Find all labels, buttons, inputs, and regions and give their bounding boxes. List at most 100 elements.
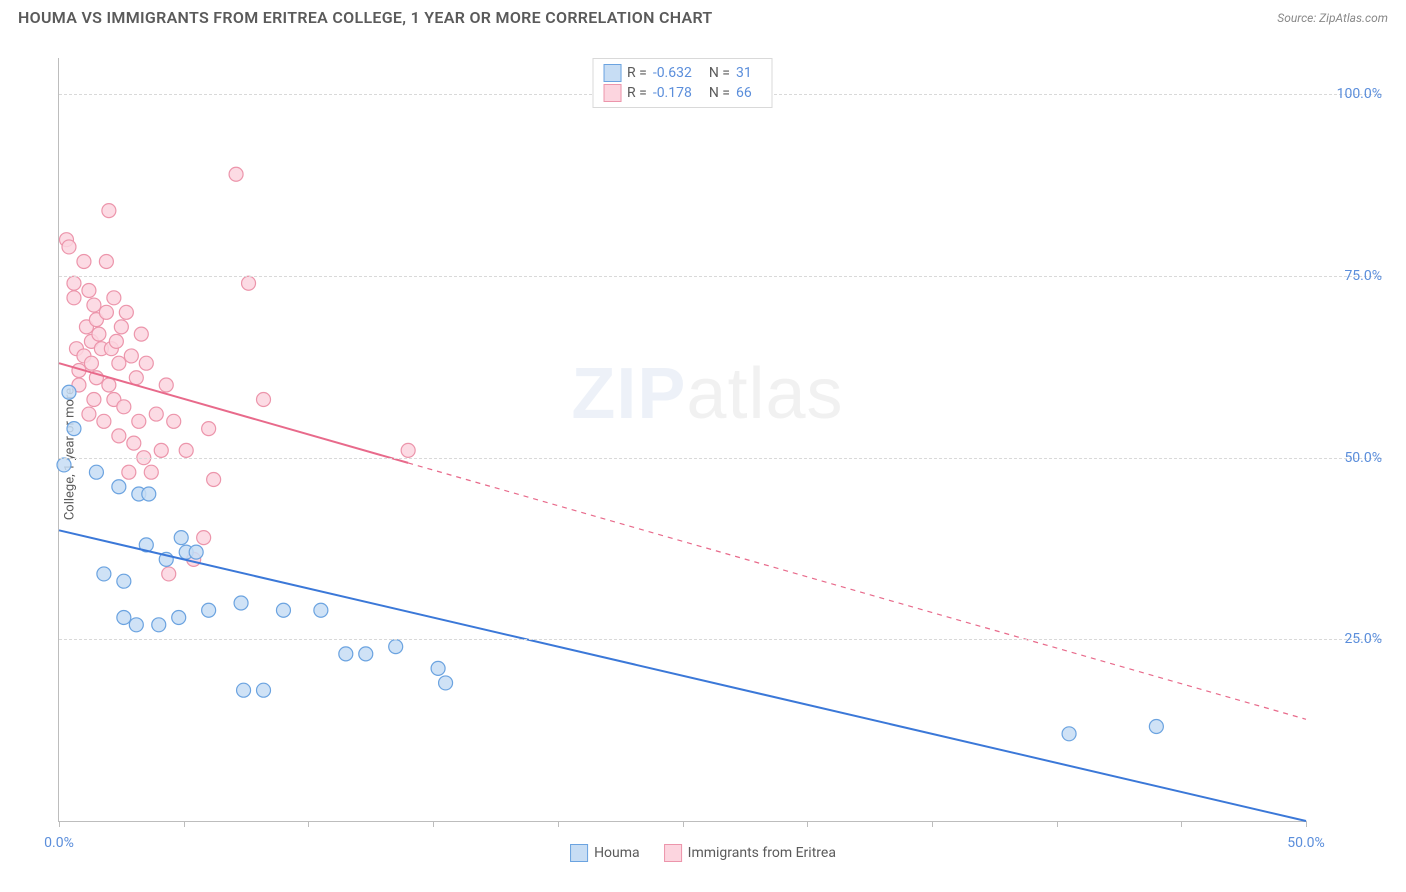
scatter-point: [234, 596, 248, 610]
scatter-point: [152, 618, 166, 632]
legend-n-value: 66: [736, 85, 762, 101]
chart-container: College, 1 year or more ZIPatlas R =-0.6…: [18, 40, 1388, 868]
scatter-point: [134, 327, 148, 341]
legend-r-value: -0.632: [653, 65, 703, 81]
scatter-point: [401, 443, 415, 457]
x-tick: [184, 821, 185, 827]
scatter-point: [242, 276, 256, 290]
scatter-point: [82, 284, 96, 298]
scatter-point: [257, 393, 271, 407]
trend-line-dashed: [408, 463, 1306, 719]
scatter-point: [162, 567, 176, 581]
chart-svg: [59, 58, 1306, 821]
legend-n-label: N =: [709, 65, 730, 81]
legend-series: HoumaImmigrants from Eritrea: [570, 844, 836, 862]
x-tick-label: 0.0%: [44, 835, 74, 851]
scatter-point: [114, 320, 128, 334]
scatter-point: [129, 618, 143, 632]
legend-n-value: 31: [736, 65, 762, 81]
scatter-point: [99, 305, 113, 319]
legend-stat-row: R = -0.632 N = 31: [603, 63, 762, 83]
scatter-point: [167, 414, 181, 428]
legend-swatch: [603, 84, 621, 102]
x-tick: [558, 821, 559, 827]
scatter-point: [257, 683, 271, 697]
gridline: [59, 458, 1382, 459]
scatter-point: [149, 407, 163, 421]
scatter-point: [57, 458, 71, 472]
trend-line: [59, 530, 1306, 821]
legend-n-label: N =: [709, 85, 730, 101]
scatter-point: [67, 276, 81, 290]
x-tick-label: 50.0%: [1287, 835, 1325, 851]
scatter-point: [197, 531, 211, 545]
scatter-point: [314, 603, 328, 617]
x-tick: [1306, 821, 1307, 827]
scatter-point: [97, 567, 111, 581]
scatter-point: [339, 647, 353, 661]
scatter-point: [112, 356, 126, 370]
scatter-point: [119, 305, 133, 319]
scatter-point: [107, 291, 121, 305]
scatter-point: [117, 611, 131, 625]
scatter-point: [62, 385, 76, 399]
legend-stats: R = -0.632 N = 31R = -0.178 N = 66: [592, 58, 773, 108]
scatter-point: [112, 480, 126, 494]
x-tick: [807, 821, 808, 827]
y-tick-label: 25.0%: [1312, 631, 1382, 647]
scatter-point: [77, 254, 91, 268]
scatter-point: [127, 436, 141, 450]
legend-r-label: R =: [627, 65, 647, 81]
scatter-point: [144, 465, 158, 479]
scatter-point: [109, 334, 123, 348]
scatter-point: [276, 603, 290, 617]
legend-swatch: [603, 64, 621, 82]
x-tick: [59, 821, 60, 827]
scatter-point: [229, 167, 243, 181]
y-tick-label: 100.0%: [1312, 86, 1382, 102]
scatter-point: [139, 356, 153, 370]
source-name: ZipAtlas.com: [1319, 11, 1388, 25]
plot-area: ZIPatlas R =-0.632N =31R =-0.178N =66 25…: [58, 58, 1306, 822]
gridline: [59, 276, 1382, 277]
legend-series-label: Immigrants from Eritrea: [688, 845, 836, 861]
scatter-point: [202, 603, 216, 617]
scatter-point: [237, 683, 251, 697]
scatter-point: [207, 472, 221, 486]
scatter-point: [99, 254, 113, 268]
scatter-point: [159, 378, 173, 392]
scatter-point: [97, 414, 111, 428]
x-tick: [1181, 821, 1182, 827]
scatter-point: [67, 422, 81, 436]
scatter-point: [389, 640, 403, 654]
scatter-point: [92, 327, 106, 341]
scatter-point: [142, 487, 156, 501]
scatter-point: [67, 291, 81, 305]
scatter-point: [124, 349, 138, 363]
source-prefix: Source:: [1277, 11, 1319, 25]
x-tick: [433, 821, 434, 827]
scatter-point: [87, 298, 101, 312]
scatter-point: [1149, 720, 1163, 734]
legend-swatch: [570, 844, 588, 862]
scatter-point: [117, 574, 131, 588]
scatter-point: [102, 378, 116, 392]
scatter-point: [62, 240, 76, 254]
legend-swatch: [664, 844, 682, 862]
legend-series-item: Immigrants from Eritrea: [664, 844, 836, 862]
x-tick: [683, 821, 684, 827]
scatter-point: [202, 422, 216, 436]
scatter-point: [129, 371, 143, 385]
scatter-point: [87, 393, 101, 407]
x-tick: [932, 821, 933, 827]
scatter-point: [189, 545, 203, 559]
chart-title: HOUMA VS IMMIGRANTS FROM ERITREA COLLEGE…: [18, 8, 713, 27]
scatter-point: [84, 356, 98, 370]
y-tick-label: 75.0%: [1312, 268, 1382, 284]
scatter-point: [102, 204, 116, 218]
y-tick-label: 50.0%: [1312, 450, 1382, 466]
legend-r-value: -0.178: [653, 85, 703, 101]
legend-stat-row: R =-0.178N =66: [603, 83, 762, 103]
x-tick: [308, 821, 309, 827]
scatter-point: [112, 429, 126, 443]
